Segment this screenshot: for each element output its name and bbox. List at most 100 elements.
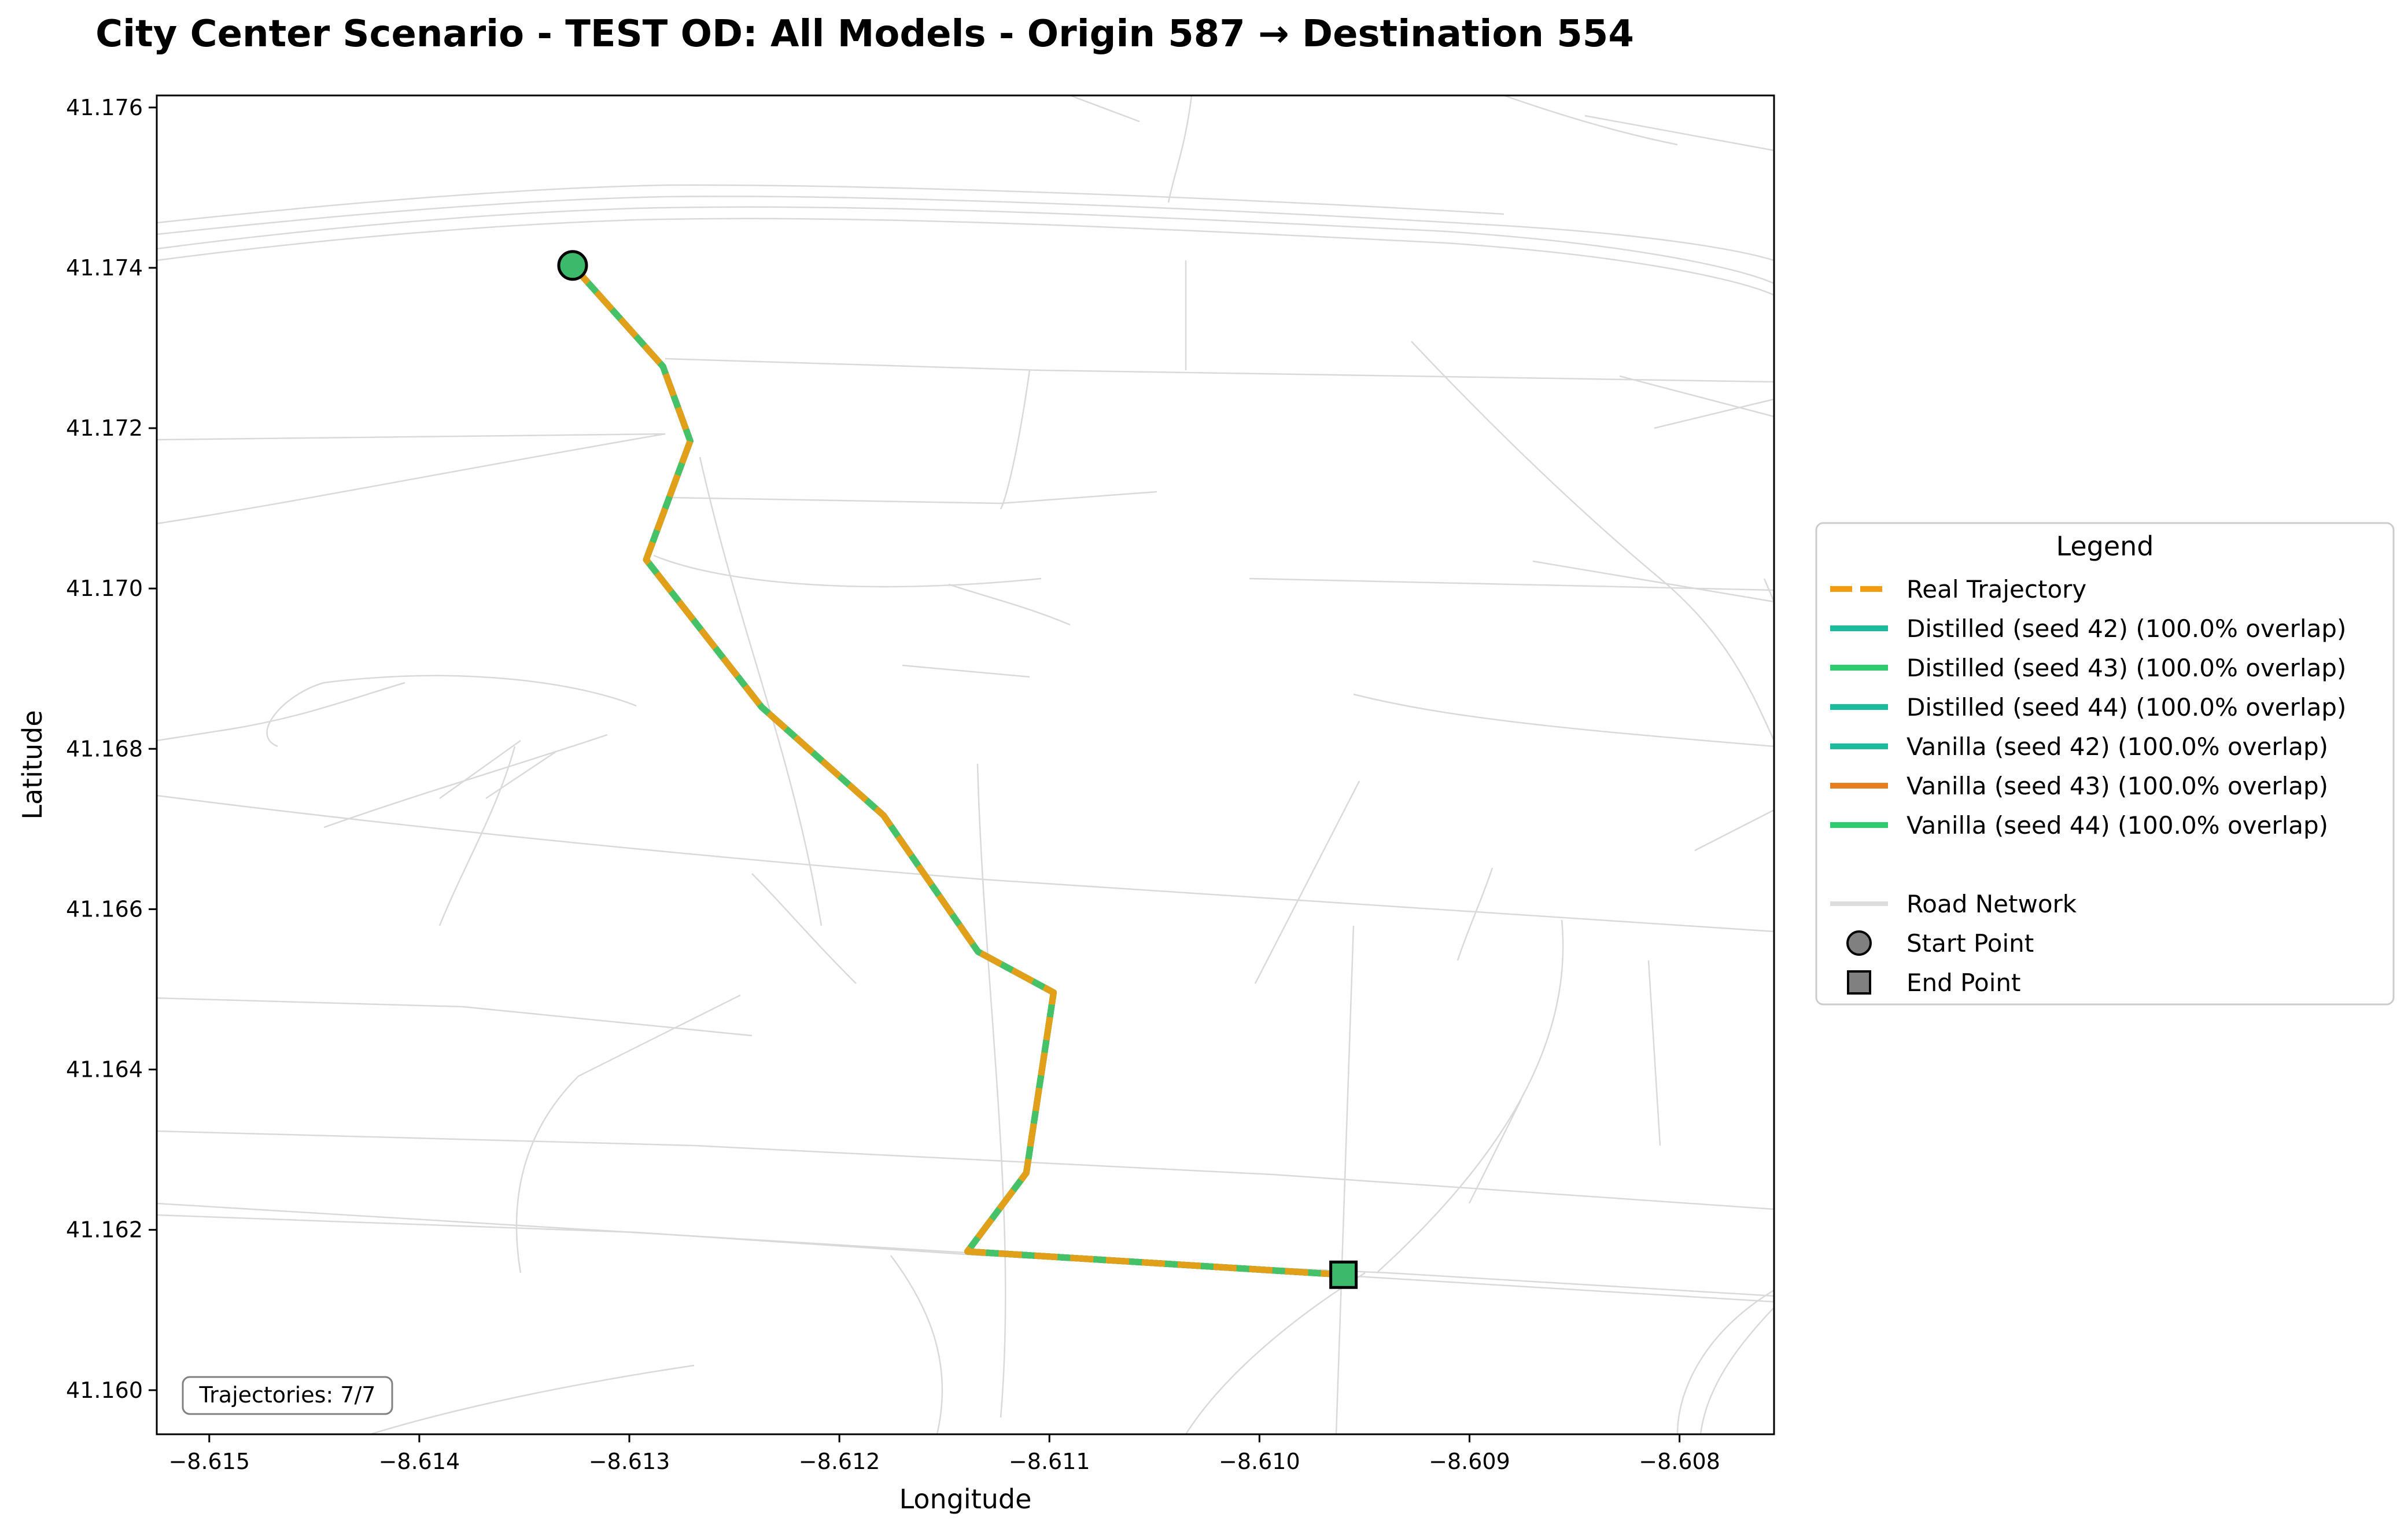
legend: Legend Real Trajectory Distilled (seed 42… — [1815, 522, 2395, 1006]
road-segment — [1468, 1099, 1522, 1204]
legend-label-3: Distilled (seed 44) (100.0% overlap) — [1907, 693, 2346, 721]
y-tick-label: 41.160 — [66, 1378, 143, 1403]
legend-extra-label-0: Road Network — [1907, 890, 2077, 918]
road-segment — [1185, 1272, 1366, 1434]
legend-extra-label-1: Start Point — [1907, 929, 2034, 958]
x-axis-ticks: −8.615 −8.614 −8.613 −8.612 −8.611 −8.610 −8.6… — [168, 1434, 1720, 1474]
trajectory-counter: Trajectories: 7/7 — [199, 1382, 376, 1408]
x-tick-label: −8.613 — [589, 1449, 670, 1474]
road-segment — [1503, 95, 1678, 146]
y-tick-label: 41.162 — [66, 1217, 143, 1243]
legend-start-swatch — [1846, 930, 1872, 956]
road-segment — [699, 456, 823, 926]
legend-label-1: Distilled (seed 42) (100.0% overlap) — [1907, 614, 2346, 643]
x-tick-label: −8.610 — [1219, 1449, 1300, 1474]
legend-end-swatch — [1847, 970, 1871, 995]
y-tick-label: 41.176 — [66, 95, 143, 120]
trajectory-layer — [569, 262, 1347, 1278]
trajectory-model-4 — [569, 262, 1347, 1278]
road-segment — [157, 794, 1774, 933]
road-segment — [751, 873, 857, 984]
road-network — [157, 95, 1774, 1434]
plot-frame — [156, 94, 1775, 1435]
road-segment — [485, 751, 556, 800]
road-segment — [157, 218, 1774, 296]
legend-label-5: Vanilla (seed 43) (100.0% overlap) — [1907, 772, 2328, 800]
x-tick-label: −8.615 — [168, 1449, 250, 1474]
x-tick-label: −8.608 — [1639, 1449, 1720, 1474]
y-tick-label: 41.174 — [66, 255, 143, 281]
end-point-marker — [1329, 1260, 1358, 1289]
road-segment — [157, 206, 1774, 285]
road-segment — [976, 763, 1006, 1418]
road-segment — [665, 358, 1774, 383]
road-segment — [157, 433, 666, 441]
road-segment — [157, 433, 666, 525]
road-segment — [1254, 780, 1360, 984]
road-segment — [515, 994, 741, 1273]
road-segment — [1647, 960, 1661, 1146]
chart-title: City Center Scenario - TEST OD: All Mode… — [95, 13, 1634, 56]
road-segment — [902, 664, 1030, 678]
x-axis-label: Longitude — [899, 1483, 1032, 1515]
road-segment — [670, 491, 1157, 505]
y-axis-label: Latitude — [17, 710, 48, 819]
x-tick-label: −8.614 — [379, 1449, 460, 1474]
legend-label-4: Vanilla (seed 42) (100.0% overlap) — [1907, 732, 2328, 761]
road-segment — [439, 739, 521, 800]
legend-label-6: Vanilla (seed 44) (100.0% overlap) — [1907, 811, 2328, 840]
road-segment — [157, 184, 1504, 224]
x-tick-label: −8.612 — [799, 1449, 880, 1474]
road-segment — [1167, 95, 1193, 203]
road-segment — [266, 675, 637, 748]
legend-title: Legend — [2056, 531, 2154, 562]
road-segment — [157, 1130, 1774, 1210]
road-segment — [438, 746, 516, 926]
road-segment — [1654, 398, 1774, 429]
y-tick-label: 41.172 — [66, 415, 143, 441]
start-point-marker — [557, 250, 588, 281]
legend-label-2: Distilled (seed 43) (100.0% overlap) — [1907, 654, 2346, 682]
trajectory-model-2 — [569, 262, 1347, 1278]
road-segment — [370, 1364, 695, 1434]
y-tick-label: 41.168 — [66, 736, 143, 761]
road-segment — [1335, 925, 1355, 1434]
road-segment — [1584, 115, 1774, 152]
road-segment — [157, 196, 1774, 262]
road-segment — [1699, 1307, 1774, 1434]
road-segment — [1411, 341, 1774, 741]
legend-label-0: Real Trajectory — [1907, 575, 2086, 603]
trajectory-model-1 — [569, 262, 1347, 1278]
road-segment — [157, 1214, 1774, 1297]
x-tick-label: −8.609 — [1429, 1449, 1510, 1474]
y-tick-label: 41.164 — [66, 1057, 143, 1083]
road-segment — [1353, 693, 1774, 748]
road-segment — [157, 997, 753, 1037]
road-segment — [323, 734, 608, 829]
trajectory-model-6 — [569, 262, 1347, 1278]
road-segment — [653, 554, 1042, 588]
legend-extra-label-2: End Point — [1907, 969, 2020, 997]
od-markers — [557, 250, 1358, 1289]
x-tick-label: −8.611 — [1009, 1449, 1090, 1474]
trajectory-model-5 — [569, 262, 1347, 1278]
road-segment — [1000, 370, 1031, 510]
road-segment — [1676, 1289, 1774, 1434]
road-segment — [1249, 577, 1774, 591]
trajectory-counter-box: Trajectories: 7/7 — [182, 1376, 393, 1415]
y-tick-label: 41.166 — [66, 896, 143, 922]
road-segment — [1619, 375, 1774, 418]
trajectory-counter-frame — [182, 1376, 393, 1415]
road-segment — [157, 682, 405, 742]
road-segment — [890, 1255, 943, 1434]
road-segment — [948, 583, 1071, 626]
road-segment — [1070, 95, 1140, 123]
trajectory-model-3 — [569, 262, 1347, 1278]
road-segment — [1694, 809, 1774, 852]
road-segment — [1456, 867, 1494, 961]
road-segment — [1532, 560, 1774, 603]
trajectory-real — [570, 263, 1344, 1278]
legend-frame — [1815, 522, 2395, 1006]
y-tick-label: 41.170 — [66, 576, 143, 601]
